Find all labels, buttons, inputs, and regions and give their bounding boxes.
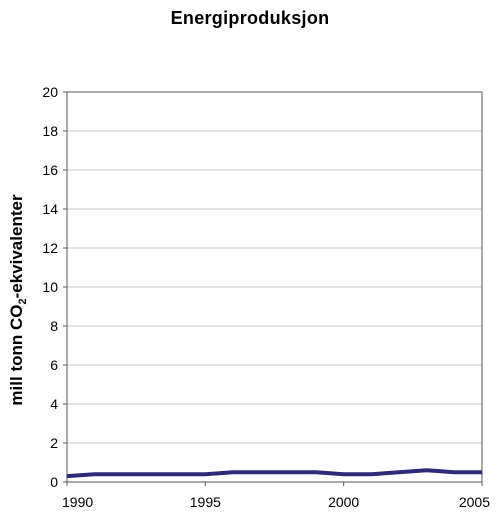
x-tick-label: 1990 <box>62 494 93 510</box>
y-tick-label: 4 <box>50 396 58 412</box>
y-tick-label: 0 <box>50 474 58 490</box>
y-tick-label: 18 <box>42 123 58 139</box>
y-tick-label: 14 <box>42 201 58 217</box>
y-axis-ticks: 0 2 4 6 8 10 12 14 16 18 20 <box>42 84 67 490</box>
x-tick-label: 1995 <box>190 494 221 510</box>
x-tick-label: 2005 <box>459 494 490 510</box>
y-tick-label: 12 <box>42 240 58 256</box>
x-axis-ticks: 1990 1995 2000 2005 <box>62 482 490 510</box>
y-tick-label: 6 <box>50 357 58 373</box>
chart-title: Energiproduksjon <box>170 8 330 28</box>
x-tick-label: 2000 <box>328 494 359 510</box>
y-tick-label: 8 <box>50 318 58 334</box>
series-layer <box>66 468 483 479</box>
grid-lines <box>67 91 482 444</box>
y-tick-label: 10 <box>42 279 58 295</box>
y-tick-label: 16 <box>42 162 58 178</box>
y-tick-label: 20 <box>42 84 58 100</box>
y-tick-label: 2 <box>50 435 58 451</box>
series-line <box>66 468 482 479</box>
